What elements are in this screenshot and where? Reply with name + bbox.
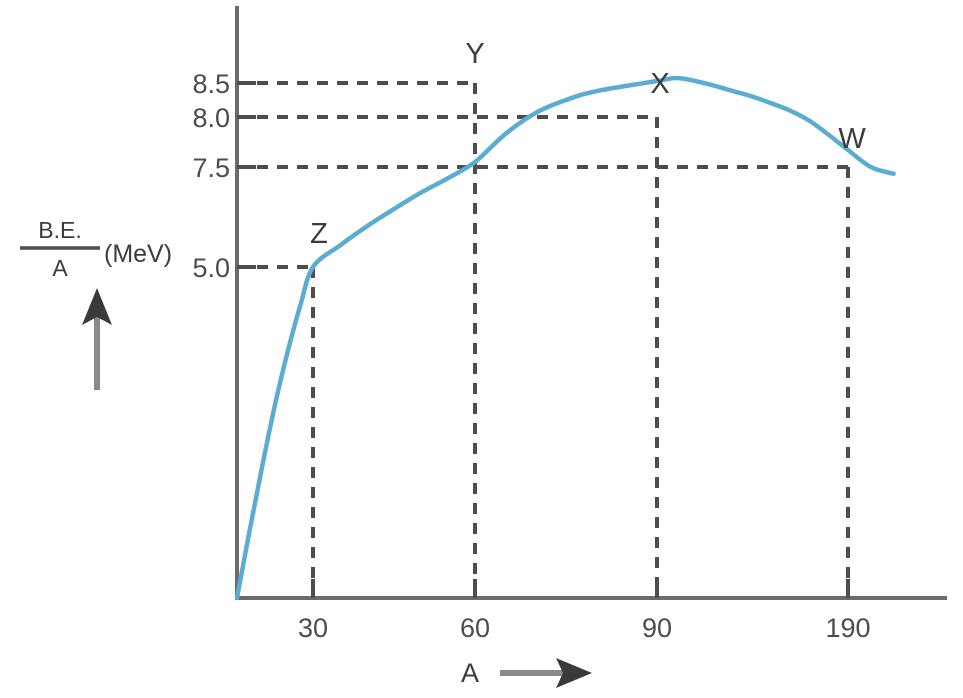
x-axis-title-label: A: [461, 658, 479, 688]
x-tick-label-60: 60: [460, 613, 490, 643]
horizontal-guide-lines: [237, 81, 848, 269]
binding-energy-curve: [234, 75, 896, 601]
y-axis-title-unit: (MeV): [104, 240, 172, 268]
x-axis-direction-arrow-icon: [500, 658, 592, 688]
y-axis-title-denominator: A: [52, 255, 68, 281]
vertical-guide-lines: [311, 83, 850, 598]
y-axis-title-numerator: B.E.: [38, 217, 81, 243]
y-tick-labels: 8.5 8.0 7.5 5.0: [192, 69, 230, 283]
x-tick-label-90: 90: [642, 613, 672, 643]
y-axis-direction-arrow-icon: [82, 288, 112, 390]
y-tick-label-5-0: 5.0: [192, 253, 230, 283]
point-labels: Z Y X W: [310, 38, 866, 250]
y-tick-marks: [237, 81, 256, 269]
axis-group: [235, 6, 947, 600]
point-label-w: W: [838, 123, 866, 155]
y-tick-label-8-5: 8.5: [192, 69, 230, 99]
x-tick-marks: [311, 579, 850, 598]
x-tick-labels: 30 60 90 190: [298, 613, 871, 643]
point-label-y: Y: [465, 38, 484, 70]
y-tick-label-7-5: 7.5: [192, 153, 230, 183]
x-tick-label-30: 30: [298, 613, 328, 643]
x-tick-label-190: 190: [825, 613, 870, 643]
point-label-z: Z: [310, 218, 328, 250]
x-axis-title: A: [461, 658, 592, 688]
y-axis-title: B.E. A (MeV): [20, 217, 172, 281]
y-tick-label-8-0: 8.0: [192, 103, 230, 133]
point-label-x: X: [650, 68, 669, 100]
